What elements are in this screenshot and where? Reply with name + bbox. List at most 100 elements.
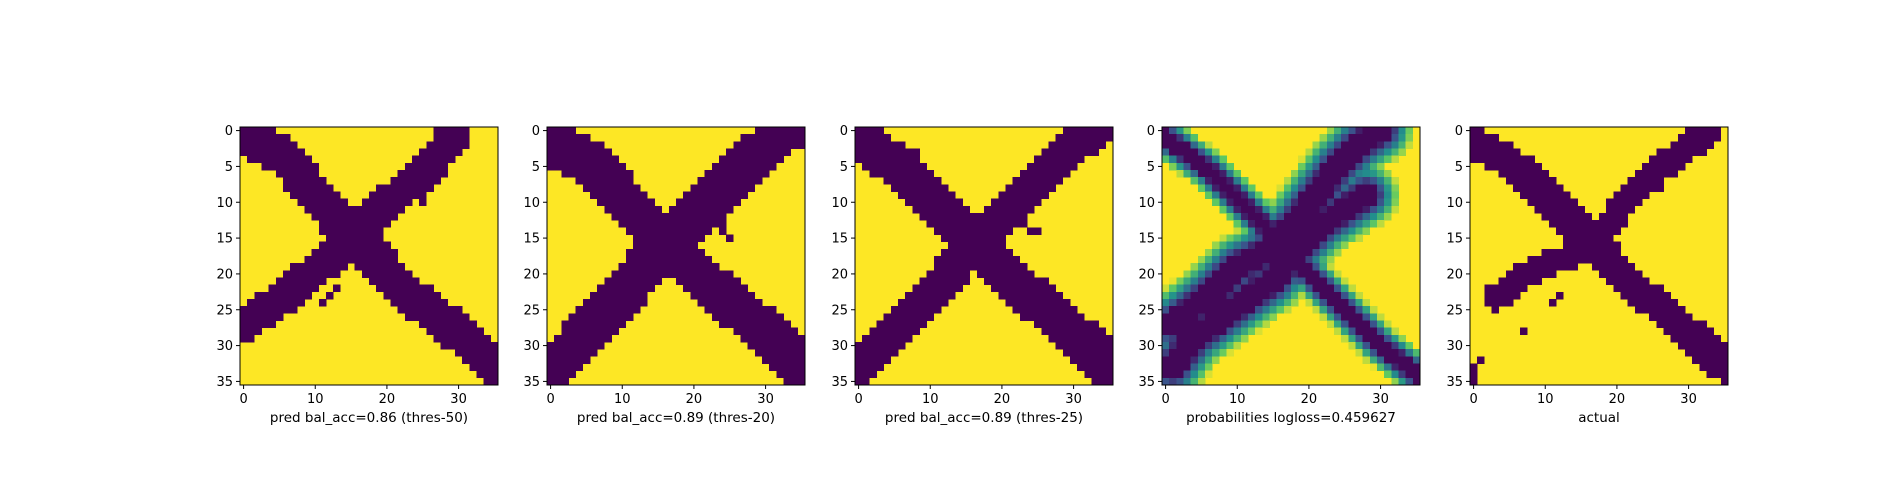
- heatmap-cell: [440, 141, 449, 149]
- heatmap-cell: [1348, 342, 1356, 350]
- heatmap-cell: [1197, 177, 1206, 185]
- heatmap-cell: [876, 349, 885, 357]
- heatmap-cell: [1627, 263, 1636, 271]
- heatmap-cell: [1291, 234, 1299, 243]
- heatmap-cell: [1398, 370, 1407, 379]
- heatmap-cell: [1613, 227, 1621, 235]
- heatmap-cell: [769, 162, 777, 171]
- heatmap-cell: [976, 213, 985, 221]
- heatmap-cell: [1298, 227, 1306, 235]
- heatmap-cell: [1527, 270, 1535, 278]
- heatmap-cell: [297, 148, 305, 157]
- x-tick-label: 0: [1161, 392, 1169, 407]
- heatmap-cell: [1084, 148, 1092, 157]
- heatmap-cell: [1176, 334, 1184, 343]
- heatmap-cell: [690, 284, 698, 293]
- heatmap-cell: [711, 284, 720, 293]
- heatmap-cell: [1334, 162, 1342, 171]
- heatmap-cell: [618, 162, 627, 171]
- heatmap-cell: [625, 277, 634, 286]
- heatmap-cell: [1699, 148, 1707, 157]
- heatmap-cell: [1677, 334, 1686, 343]
- heatmap-cell: [1341, 234, 1349, 243]
- heatmap-cell: [1548, 263, 1557, 271]
- heatmap-cell: [790, 370, 799, 379]
- heatmap-cell: [1005, 256, 1014, 264]
- heatmap-cell: [998, 284, 1006, 293]
- heatmap-cell: [1105, 134, 1114, 142]
- heatmap-cell: [590, 313, 598, 321]
- heatmap-cell: [1226, 349, 1235, 357]
- heatmap-cell: [933, 205, 942, 214]
- heatmap-cell: [1248, 248, 1256, 257]
- heatmap-cell: [1283, 291, 1292, 300]
- heatmap-cell: [1312, 198, 1321, 207]
- heatmap-cell: [590, 306, 598, 314]
- heatmap-cell: [383, 277, 391, 286]
- heatmap-cell: [1091, 320, 1100, 329]
- heatmap-cell: [590, 162, 598, 171]
- heatmap-cell: [790, 327, 799, 336]
- heatmap-cell: [1326, 184, 1335, 192]
- heatmap-cell: [1405, 356, 1414, 364]
- heatmap-cell: [668, 263, 677, 271]
- heatmap-cell: [1377, 127, 1385, 135]
- heatmap-cell: [575, 327, 584, 336]
- heatmap-cell: [1226, 205, 1235, 214]
- heatmap-cell: [1212, 248, 1220, 257]
- heatmap-cell: [369, 241, 377, 250]
- heatmap-cell: [433, 155, 442, 164]
- heatmap-cell: [1197, 277, 1206, 286]
- heatmap-cell: [1197, 155, 1206, 164]
- heatmap-cell: [1362, 127, 1371, 135]
- heatmap-cell: [1548, 220, 1557, 228]
- heatmap-cell: [455, 134, 463, 142]
- heatmap-cell: [1283, 248, 1292, 257]
- heatmap-cell: [397, 170, 406, 178]
- heatmap-cell: [1276, 205, 1285, 214]
- heatmap-cell: [1041, 320, 1049, 329]
- heatmap-cell: [383, 198, 391, 207]
- heatmap-cell: [412, 155, 420, 164]
- heatmap-cell: [654, 248, 663, 257]
- heatmap-cell: [797, 127, 806, 135]
- y-tick-label: 20: [523, 267, 540, 282]
- heatmap-cell: [1326, 306, 1335, 314]
- heatmap-cell: [769, 363, 777, 372]
- heatmap-cell: [754, 327, 763, 336]
- heatmap-cell: [1341, 148, 1349, 157]
- heatmap-cell: [1169, 127, 1177, 135]
- heatmap-cell: [1212, 162, 1220, 171]
- heatmap-cell: [1041, 155, 1049, 164]
- heatmap-cell: [1262, 205, 1270, 214]
- heatmap-cell: [297, 162, 305, 171]
- heatmap-cell: [733, 299, 741, 307]
- heatmap-cell: [1305, 277, 1313, 286]
- heatmap-cell: [926, 170, 935, 178]
- heatmap-cell: [1212, 263, 1220, 271]
- heatmap-cell: [890, 306, 899, 314]
- heatmap-cell: [440, 162, 449, 171]
- heatmap-cell: [1283, 198, 1292, 207]
- heatmap-cell: [919, 205, 928, 214]
- heatmap-cell: [1634, 191, 1643, 200]
- heatmap-cell: [991, 205, 999, 214]
- heatmap-cell: [476, 342, 485, 350]
- heatmap-cell: [419, 191, 427, 200]
- heatmap-cell: [984, 234, 992, 243]
- x-axis-label: actual: [1578, 410, 1620, 426]
- heatmap-cell: [719, 299, 727, 307]
- heatmap-cell: [1355, 177, 1364, 185]
- heatmap-cell: [661, 270, 670, 278]
- heatmap-cell: [1027, 198, 1035, 207]
- heatmap-cell: [1269, 270, 1278, 278]
- heatmap-cell: [905, 320, 913, 329]
- heatmap-cell: [297, 191, 305, 200]
- heatmap-cell: [254, 306, 262, 314]
- heatmap-cell: [554, 377, 562, 386]
- heatmap-cell: [1699, 327, 1707, 336]
- heatmap-cell: [1384, 155, 1392, 164]
- heatmap-cell: [1563, 198, 1571, 207]
- heatmap-cell: [1405, 363, 1414, 372]
